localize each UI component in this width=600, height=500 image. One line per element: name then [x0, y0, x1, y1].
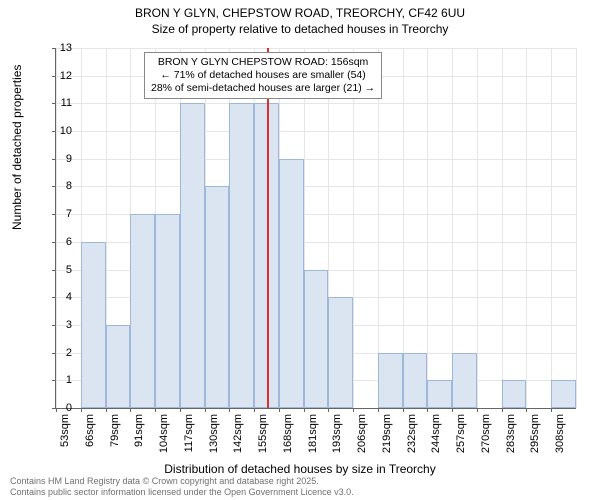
xtick-label: 155sqm — [257, 414, 269, 464]
xtick-mark — [81, 408, 82, 412]
histogram-bar — [106, 325, 131, 408]
xtick-label: 232sqm — [406, 414, 418, 464]
histogram-bar — [180, 103, 205, 408]
xtick-label: 53sqm — [59, 414, 71, 464]
grid-line-v — [353, 48, 354, 408]
xtick-mark — [328, 408, 329, 412]
histogram-bar — [130, 214, 155, 408]
xtick-label: 295sqm — [529, 414, 541, 464]
histogram-bar — [205, 186, 230, 408]
histogram-bar — [279, 159, 304, 408]
xtick-label: 79sqm — [109, 414, 121, 464]
histogram-bar — [81, 242, 106, 408]
histogram-bar — [452, 353, 477, 408]
title-line1: BRON Y GLYN, CHEPSTOW ROAD, TREORCHY, CF… — [0, 6, 600, 22]
histogram-bar — [378, 353, 403, 408]
xtick-mark — [155, 408, 156, 412]
chart-container: BRON Y GLYN, CHEPSTOW ROAD, TREORCHY, CF… — [0, 0, 600, 500]
ytick-label: 3 — [52, 319, 72, 331]
ytick-label: 7 — [52, 208, 72, 220]
histogram-bar — [155, 214, 180, 408]
grid-line-h — [56, 48, 576, 49]
ytick-label: 0 — [52, 402, 72, 414]
y-axis-label: Number of detached properties — [10, 65, 24, 230]
ytick-label: 8 — [52, 180, 72, 192]
xtick-label: 283sqm — [505, 414, 517, 464]
xtick-mark — [353, 408, 354, 412]
annotation-line1: BRON Y GLYN CHEPSTOW ROAD: 156sqm — [151, 56, 375, 69]
ytick-label: 2 — [52, 347, 72, 359]
grid-line-v — [576, 48, 577, 408]
xtick-mark — [502, 408, 503, 412]
xtick-mark — [279, 408, 280, 412]
xtick-label: 270sqm — [480, 414, 492, 464]
annotation-line3: 28% of semi-detached houses are larger (… — [151, 82, 375, 95]
xtick-label: 206sqm — [356, 414, 368, 464]
xtick-label: 244sqm — [430, 414, 442, 464]
histogram-bar — [502, 380, 527, 408]
histogram-bar — [551, 380, 576, 408]
ytick-label: 6 — [52, 236, 72, 248]
footer-line1: Contains HM Land Registry data © Crown c… — [10, 476, 354, 487]
xtick-label: 66sqm — [84, 414, 96, 464]
grid-line-h — [56, 159, 576, 160]
xtick-label: 91sqm — [133, 414, 145, 464]
x-axis-label: Distribution of detached houses by size … — [0, 462, 600, 476]
xtick-label: 257sqm — [455, 414, 467, 464]
title-line2: Size of property relative to detached ho… — [0, 22, 600, 38]
xtick-mark — [403, 408, 404, 412]
xtick-mark — [304, 408, 305, 412]
histogram-bar — [304, 270, 329, 408]
ytick-label: 10 — [52, 125, 72, 137]
plot-area: BRON Y GLYN CHEPSTOW ROAD: 156sqm ← 71% … — [55, 48, 576, 409]
xtick-mark — [477, 408, 478, 412]
grid-line-v — [502, 48, 503, 408]
xtick-mark — [205, 408, 206, 412]
ytick-label: 1 — [52, 374, 72, 386]
xtick-mark — [526, 408, 527, 412]
histogram-bar — [427, 380, 452, 408]
xtick-mark — [427, 408, 428, 412]
xtick-label: 168sqm — [282, 414, 294, 464]
reference-line — [267, 48, 269, 408]
xtick-mark — [254, 408, 255, 412]
xtick-label: 130sqm — [208, 414, 220, 464]
grid-line-v — [477, 48, 478, 408]
grid-line-v — [526, 48, 527, 408]
xtick-label: 308sqm — [554, 414, 566, 464]
xtick-mark — [229, 408, 230, 412]
xtick-label: 142sqm — [232, 414, 244, 464]
xtick-label: 193sqm — [331, 414, 343, 464]
histogram-bar — [229, 103, 254, 408]
histogram-bar — [403, 353, 428, 408]
xtick-label: 181sqm — [307, 414, 319, 464]
grid-line-v — [551, 48, 552, 408]
xtick-label: 117sqm — [183, 414, 195, 464]
ytick-label: 12 — [52, 70, 72, 82]
grid-line-v — [427, 48, 428, 408]
annotation-line2: ← 71% of detached houses are smaller (54… — [151, 69, 375, 82]
xtick-label: 104sqm — [158, 414, 170, 464]
grid-line-h — [56, 186, 576, 187]
xtick-label: 219sqm — [381, 414, 393, 464]
grid-line-h — [56, 103, 576, 104]
xtick-mark — [106, 408, 107, 412]
footer: Contains HM Land Registry data © Crown c… — [10, 476, 354, 498]
xtick-mark — [378, 408, 379, 412]
footer-line2: Contains public sector information licen… — [10, 487, 354, 498]
xtick-mark — [180, 408, 181, 412]
ytick-label: 4 — [52, 291, 72, 303]
ytick-label: 5 — [52, 264, 72, 276]
ytick-label: 11 — [52, 97, 72, 109]
histogram-bar — [328, 297, 353, 408]
ytick-label: 9 — [52, 153, 72, 165]
ytick-label: 13 — [52, 42, 72, 54]
annotation-box: BRON Y GLYN CHEPSTOW ROAD: 156sqm ← 71% … — [144, 52, 382, 99]
xtick-mark — [130, 408, 131, 412]
chart-title: BRON Y GLYN, CHEPSTOW ROAD, TREORCHY, CF… — [0, 0, 600, 37]
xtick-mark — [551, 408, 552, 412]
xtick-mark — [452, 408, 453, 412]
grid-line-h — [56, 131, 576, 132]
